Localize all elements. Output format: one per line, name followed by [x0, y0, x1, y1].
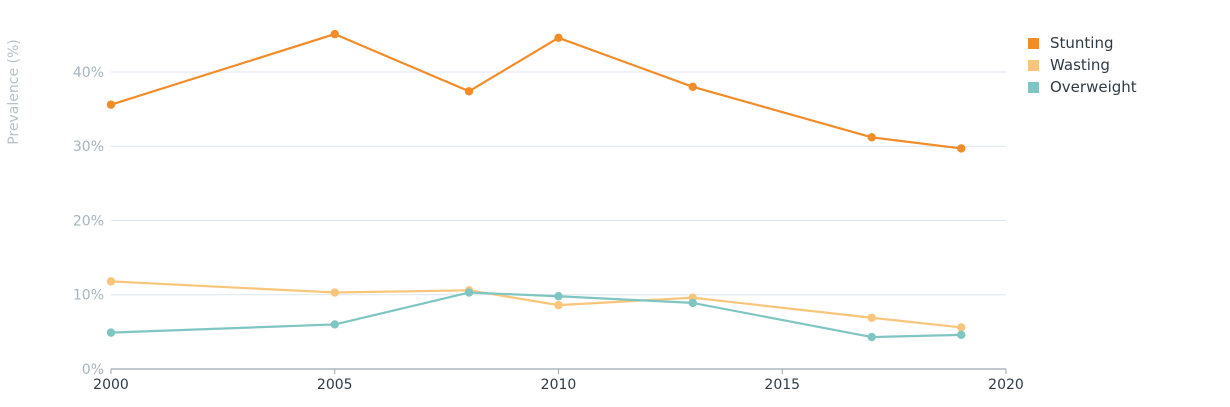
data-point-overweight[interactable]: [554, 292, 563, 301]
series-points: [106, 29, 966, 342]
data-point-stunting[interactable]: [464, 87, 474, 96]
series-line-overweight[interactable]: [110, 291, 962, 339]
data-point-wasting[interactable]: [554, 300, 563, 310]
x-tick-label: 2010: [541, 377, 577, 393]
y-tick-label: 30%: [73, 139, 104, 155]
legend-item-overweight[interactable]: Overweight: [1028, 76, 1218, 98]
y-tick-label: 10%: [73, 288, 104, 304]
legend-item-wasting[interactable]: Wasting: [1028, 54, 1218, 76]
data-point-overweight[interactable]: [867, 332, 876, 342]
legend-label-wasting: Wasting: [1050, 56, 1110, 74]
data-point-stunting[interactable]: [688, 82, 697, 92]
x-tick-label: 2005: [317, 377, 353, 393]
x-tick-label: 2015: [764, 377, 800, 393]
data-point-overweight[interactable]: [106, 328, 116, 337]
legend-label-stunting: Stunting: [1050, 34, 1114, 52]
y-axis-label: Prevalence (%): [6, 39, 22, 145]
y-tick-label: 40%: [73, 65, 104, 81]
data-point-overweight[interactable]: [330, 320, 339, 329]
gridlines: [111, 71, 1006, 296]
data-point-stunting[interactable]: [554, 33, 563, 43]
data-point-stunting[interactable]: [330, 29, 339, 39]
y-tick-label: 0%: [82, 362, 104, 378]
data-point-wasting[interactable]: [957, 323, 966, 332]
legend-item-stunting[interactable]: Stunting: [1028, 32, 1218, 54]
data-point-stunting[interactable]: [867, 133, 876, 142]
data-point-overweight[interactable]: [464, 288, 474, 297]
data-point-wasting[interactable]: [330, 288, 339, 297]
x-axis: 2000 2005 2010 2015 2020: [93, 368, 1024, 393]
x-tick-label: 2000: [93, 377, 129, 393]
series-line-wasting[interactable]: [110, 280, 962, 329]
data-point-overweight[interactable]: [957, 330, 966, 340]
data-point-wasting[interactable]: [106, 277, 116, 286]
x-tick-label: 2020: [988, 377, 1024, 393]
legend: Stunting Wasting Overweight: [1028, 32, 1218, 98]
series-line-stunting[interactable]: [110, 33, 962, 150]
legend-swatch-wasting: [1028, 59, 1039, 71]
legend-label-overweight: Overweight: [1050, 78, 1137, 96]
data-point-wasting[interactable]: [867, 313, 876, 322]
data-point-overweight[interactable]: [688, 298, 697, 308]
legend-swatch-stunting: [1028, 37, 1039, 49]
data-point-stunting[interactable]: [106, 100, 116, 109]
series-lines: [110, 33, 962, 339]
data-point-stunting[interactable]: [957, 144, 966, 153]
y-tick-label: 20%: [73, 213, 104, 229]
y-axis-ticks: 0% 10% 20% 30% 40%: [73, 65, 104, 378]
legend-swatch-overweight: [1028, 81, 1039, 93]
